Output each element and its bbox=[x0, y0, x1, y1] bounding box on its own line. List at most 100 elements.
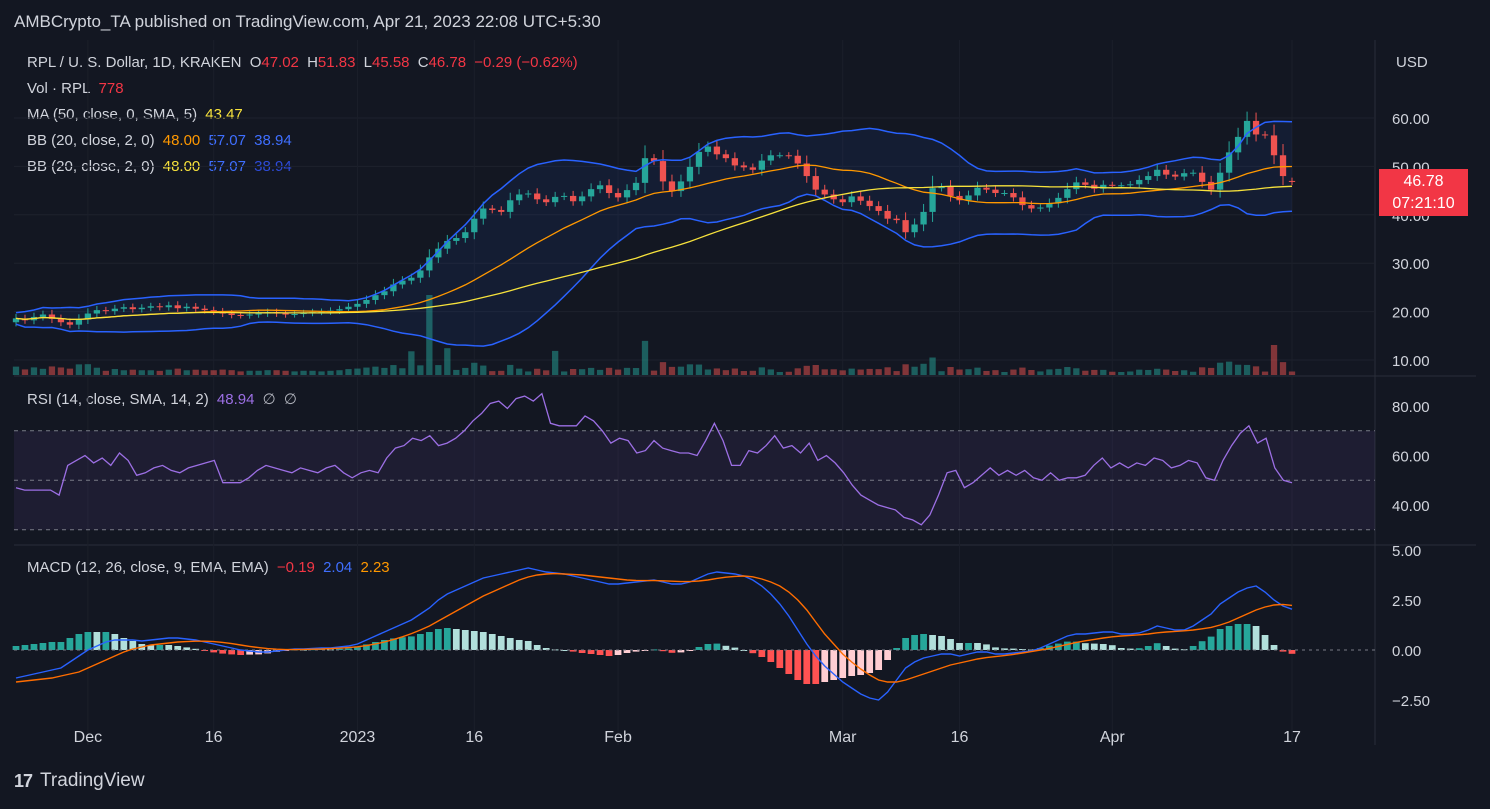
candle-body bbox=[1288, 180, 1296, 182]
candle-body bbox=[291, 314, 298, 316]
volume-bar bbox=[156, 370, 163, 375]
volume-bar bbox=[1216, 362, 1224, 375]
volume-bar bbox=[794, 368, 801, 375]
volume-bar bbox=[1091, 369, 1098, 375]
macd-hist-bar bbox=[219, 650, 227, 654]
bb1-label[interactable]: BB (20, close, 2, 0) bbox=[27, 132, 155, 149]
bb-lower-line bbox=[15, 193, 1293, 347]
macd-signal-value: 2.23 bbox=[360, 559, 390, 576]
volume-bar bbox=[201, 370, 208, 375]
candle-body bbox=[183, 306, 190, 309]
macd-lines bbox=[14, 567, 1375, 701]
candle-body bbox=[1198, 172, 1206, 182]
volume-bar bbox=[686, 364, 694, 375]
volume-bar bbox=[192, 369, 199, 375]
candle-body bbox=[345, 306, 352, 310]
price-tick-label: 10.00 bbox=[1392, 353, 1430, 370]
volume-bar bbox=[453, 369, 460, 375]
volume-bar bbox=[569, 368, 577, 375]
high-value: 51.83 bbox=[317, 54, 356, 71]
volume-bar bbox=[462, 367, 469, 375]
time-tick-label: Dec bbox=[74, 729, 102, 746]
volume-bar bbox=[596, 369, 604, 375]
volume-bar bbox=[300, 370, 307, 375]
macd-tick-label: 0.00 bbox=[1392, 643, 1421, 660]
rsi-label[interactable]: RSI (14, close, SMA, 14, 2) bbox=[27, 391, 209, 408]
volume-bar bbox=[21, 369, 29, 375]
volume-bar bbox=[974, 367, 981, 375]
ma-label[interactable]: MA (50, close, 0, SMA, 5) bbox=[27, 106, 198, 123]
volume-bar bbox=[1181, 370, 1188, 375]
candle-body bbox=[776, 155, 783, 157]
candle-body bbox=[48, 314, 56, 319]
candle-body bbox=[1207, 181, 1215, 190]
candle-body bbox=[1118, 185, 1125, 187]
macd-hist-bar bbox=[803, 650, 811, 684]
tradingview-mark-icon: 17 bbox=[14, 770, 33, 791]
volume-bar bbox=[695, 364, 703, 375]
candle-body bbox=[587, 189, 595, 197]
volume-label[interactable]: Vol · RPL bbox=[27, 80, 91, 97]
bar-countdown: 07:21:10 bbox=[1392, 195, 1455, 212]
candle-body bbox=[911, 224, 918, 233]
macd-hist-bar bbox=[1261, 635, 1269, 650]
macd-hist-bar bbox=[48, 642, 56, 650]
macd-hist-bar bbox=[776, 650, 784, 668]
volume-bar bbox=[471, 362, 478, 375]
macd-hist-bar bbox=[902, 638, 909, 650]
candle-body bbox=[354, 303, 361, 307]
candle-body bbox=[812, 176, 819, 190]
volume-bar bbox=[1190, 371, 1197, 375]
macd-hist-bar bbox=[1243, 624, 1251, 650]
candle-body bbox=[1136, 179, 1143, 185]
rsi-line bbox=[15, 392, 1293, 526]
candle-body bbox=[758, 160, 765, 170]
macd-hist-bar bbox=[524, 641, 532, 650]
volume-bar bbox=[444, 348, 451, 375]
symbol-name[interactable]: RPL / U. S. Dollar, 1D, KRAKEN bbox=[27, 54, 242, 71]
macd-hist-bar bbox=[1198, 641, 1206, 650]
volume-bar bbox=[516, 368, 523, 375]
volume-bar bbox=[246, 370, 253, 375]
macd-hist-bar bbox=[1189, 646, 1197, 650]
macd-hist-bar bbox=[354, 647, 361, 650]
time-tick-label: 2023 bbox=[340, 729, 376, 746]
volume-bar bbox=[120, 370, 127, 375]
macd-hist-bar bbox=[452, 629, 460, 650]
macd-hist-bar bbox=[1090, 643, 1098, 650]
macd-hist-bar bbox=[947, 639, 954, 650]
volume-bar bbox=[318, 371, 325, 375]
volume-bar bbox=[84, 364, 92, 375]
macd-hist-bar bbox=[93, 632, 101, 650]
rsi-axis-ticks: 80.00 60.00 40.00 bbox=[1392, 399, 1430, 515]
candle-body bbox=[1073, 182, 1080, 190]
candle-body bbox=[983, 187, 990, 190]
rsi-bands bbox=[14, 430, 1375, 531]
macd-hist-bar bbox=[1162, 646, 1170, 650]
macd-hist-bar bbox=[1144, 646, 1152, 650]
candle-body bbox=[596, 185, 604, 190]
low-value: 45.58 bbox=[371, 54, 410, 71]
candle-body bbox=[471, 218, 478, 233]
candle-body bbox=[12, 318, 20, 323]
candle-body bbox=[1001, 193, 1008, 195]
candle-body bbox=[1010, 193, 1017, 198]
bb1-lower: 38.94 bbox=[254, 132, 292, 149]
macd-hist-bar bbox=[506, 638, 514, 650]
candle-body bbox=[614, 193, 622, 198]
volume-bar bbox=[578, 369, 586, 375]
macd-hist-bar bbox=[749, 650, 757, 654]
volume-bar bbox=[884, 367, 891, 375]
rsi-legend: RSI (14, close, SMA, 14, 2) 48.94 ∅ ∅ bbox=[27, 390, 301, 408]
volume-bar bbox=[920, 363, 927, 375]
candle-body bbox=[857, 196, 864, 201]
macd-hist-bar bbox=[416, 634, 424, 650]
candle-body bbox=[740, 165, 748, 168]
macd-hist-bar bbox=[704, 644, 712, 650]
tradingview-logo[interactable]: 17 TradingView bbox=[14, 770, 145, 792]
macd-hist-bar bbox=[210, 650, 218, 653]
macd-axis-ticks: 5.00 2.50 0.00 −2.50 bbox=[1392, 543, 1430, 710]
macd-hist-bar bbox=[1117, 648, 1125, 650]
volume-bar bbox=[1055, 368, 1062, 375]
